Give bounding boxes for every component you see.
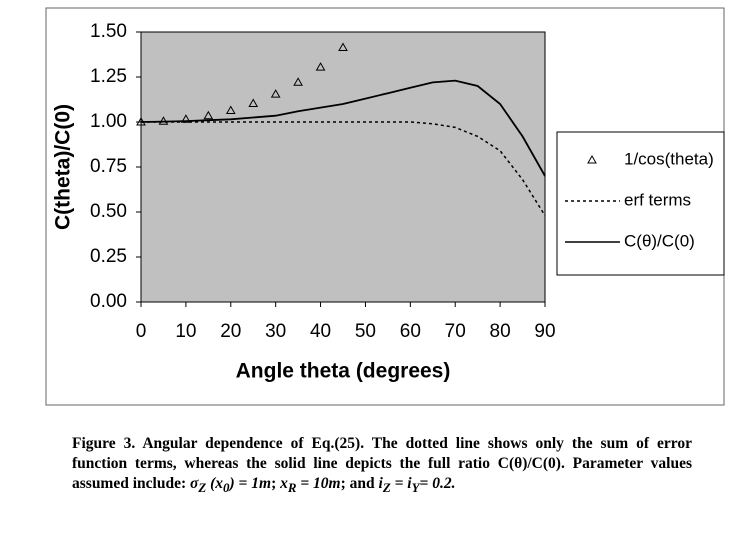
caption-text: i bbox=[378, 475, 383, 492]
legend-marker bbox=[587, 154, 597, 164]
caption-text: σ bbox=[190, 475, 199, 492]
y-tick-label: 1.25 bbox=[90, 66, 127, 87]
legend-box bbox=[556, 131, 725, 276]
marker bbox=[225, 105, 236, 114]
caption-text: Z bbox=[198, 480, 207, 496]
marker bbox=[293, 77, 303, 86]
series-line bbox=[141, 121, 546, 216]
y-tick-label: 0.00 bbox=[90, 291, 127, 312]
y-tick-label: 0.25 bbox=[90, 246, 127, 267]
legend-label: C(θ)/C(0) bbox=[624, 231, 695, 250]
series-line bbox=[140, 79, 546, 177]
caption-text: Y bbox=[411, 480, 420, 496]
caption-text: Z bbox=[382, 480, 391, 496]
marker bbox=[338, 42, 348, 51]
caption-text: ) = 1m bbox=[229, 475, 272, 492]
caption-text: x bbox=[280, 475, 288, 492]
x-tick-label: 70 bbox=[445, 321, 466, 342]
x-axis-title: Angle theta (degrees) bbox=[236, 360, 451, 383]
x-tick-label: 0 bbox=[136, 321, 147, 342]
x-tick-label: 40 bbox=[310, 321, 331, 342]
x-tick-label: 90 bbox=[534, 321, 555, 342]
caption: Figure 3. Angular dependence of Eq.(25).… bbox=[72, 434, 692, 498]
x-tick-label: 80 bbox=[490, 321, 511, 342]
caption-text: ; and bbox=[340, 475, 379, 492]
caption-text: = 10m bbox=[296, 475, 341, 492]
x-tick-label: 60 bbox=[400, 321, 421, 342]
y-tick-label: 1.00 bbox=[90, 111, 127, 132]
caption-text: R bbox=[287, 480, 297, 496]
legend-label: 1/cos(theta) bbox=[624, 149, 714, 168]
chart: C(theta)/C(0) Angle theta (degrees) 0.00… bbox=[45, 7, 725, 406]
caption-text: = i bbox=[390, 475, 412, 492]
x-tick-label: 20 bbox=[220, 321, 241, 342]
caption-text: 0 bbox=[223, 480, 230, 496]
y-tick-label: 1.50 bbox=[90, 21, 127, 42]
y-tick-label: 0.75 bbox=[90, 156, 127, 177]
caption-text: Figure 3. Angular dependence of Eq.(25).… bbox=[72, 435, 692, 492]
marker bbox=[248, 98, 259, 107]
caption-text: ; bbox=[271, 475, 281, 492]
marker bbox=[270, 89, 281, 98]
marker bbox=[203, 110, 214, 120]
caption-text: (x bbox=[206, 475, 224, 492]
caption-text: = 0.2. bbox=[419, 475, 456, 492]
y-axis-title: C(theta)/C(0) bbox=[52, 104, 75, 230]
x-tick-label: 10 bbox=[175, 321, 196, 342]
x-tick-label: 30 bbox=[265, 321, 286, 342]
plot-area bbox=[140, 31, 546, 303]
x-tick-label: 50 bbox=[355, 321, 376, 342]
legend-label: erf terms bbox=[624, 190, 691, 209]
marker bbox=[315, 62, 326, 71]
y-tick-label: 0.50 bbox=[90, 201, 127, 222]
